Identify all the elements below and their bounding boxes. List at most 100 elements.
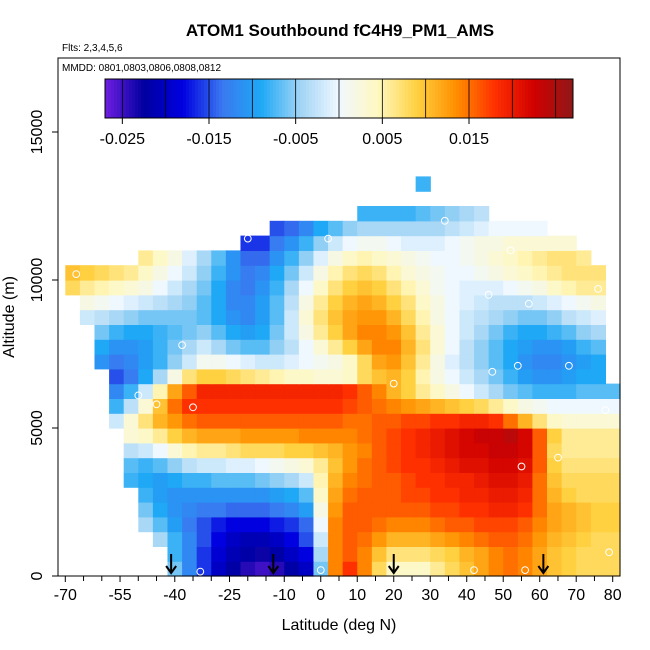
colorbar-swatch (186, 79, 190, 118)
sample-point (207, 234, 216, 243)
heatmap-cell (430, 457, 446, 473)
heatmap-cell (459, 354, 475, 370)
colorbar-swatch (489, 79, 493, 118)
colorbar-swatch (390, 79, 394, 118)
heatmap-cell (503, 546, 519, 562)
sample-point (189, 403, 197, 412)
flights-label: Flts: 2,3,4,5,6 (62, 43, 123, 54)
heatmap-cell (371, 368, 388, 385)
heatmap-cell (430, 398, 446, 414)
heatmap-cell (269, 428, 285, 444)
heatmap-cell (415, 487, 431, 503)
heatmap-cell (532, 280, 548, 296)
heatmap-cell (328, 413, 344, 429)
heatmap-cell (532, 398, 548, 414)
heatmap-cell (590, 428, 607, 444)
heatmap-cell (225, 324, 242, 340)
colorbar-swatch (510, 79, 514, 118)
heatmap-cell (444, 354, 461, 370)
colorbar-swatch (492, 79, 496, 118)
heatmap-cell (152, 383, 169, 399)
colorbar-swatch (243, 79, 247, 118)
heatmap-cell (386, 235, 402, 251)
heatmap-cell (576, 487, 592, 503)
heatmap-cell (152, 265, 169, 281)
heatmap-cell (328, 428, 344, 444)
heatmap-cell (357, 487, 373, 503)
heatmap-cell (313, 413, 329, 429)
heatmap-cell (576, 398, 592, 414)
heatmap-cell (401, 516, 417, 533)
heatmap-cell (225, 368, 242, 385)
heatmap-cell (576, 531, 592, 547)
heatmap-cell (459, 309, 475, 325)
heatmap-cell (547, 516, 563, 533)
heatmap-cell (211, 250, 227, 266)
heatmap-cell (342, 339, 358, 355)
heatmap-cell (488, 531, 504, 547)
heatmap-cell (182, 354, 198, 370)
heatmap-cell (561, 561, 577, 577)
colorbar-swatch (267, 79, 271, 118)
heatmap-cell (240, 294, 256, 311)
heatmap-cell (328, 531, 344, 547)
heatmap-cell (152, 354, 169, 370)
heatmap-cell (605, 487, 621, 503)
heatmap-cell (138, 487, 154, 503)
heatmap-cell (342, 472, 358, 488)
sample-point (440, 216, 449, 225)
colorbar-swatch (201, 79, 205, 118)
colorbar-swatch (132, 79, 136, 118)
colorbar-swatch (105, 79, 109, 118)
colorbar-swatch (261, 79, 265, 118)
heatmap-cell (313, 265, 329, 281)
colorbar-swatch (435, 79, 439, 118)
x-tick-label: 50 (494, 587, 512, 604)
heatmap-cell (211, 428, 227, 444)
heatmap-cell (503, 280, 519, 296)
heatmap-cell (196, 383, 212, 399)
heatmap-cell (503, 354, 519, 370)
sample-point (152, 400, 161, 409)
y-axis: 0 5000 10000 15000 (29, 110, 58, 580)
colorbar-swatch (384, 79, 388, 118)
heatmap-cell (371, 383, 388, 399)
profile-arrow (387, 554, 400, 575)
colorbar-swatch (276, 79, 280, 118)
colorbar-swatch (219, 79, 223, 118)
heatmap-cell (284, 457, 300, 473)
heatmap-cell (167, 502, 183, 518)
heatmap-cell (415, 516, 431, 533)
colorbar-swatch (501, 79, 505, 118)
heatmap-cell (357, 354, 373, 370)
heatmap-cell (430, 531, 446, 547)
heatmap-cell (152, 398, 169, 414)
heatmap-cell (225, 383, 242, 399)
heatmap-cell (590, 354, 607, 370)
heatmap-cell (328, 265, 344, 281)
heatmap-cell (459, 280, 475, 296)
heatmap-cell (182, 294, 198, 311)
heatmap-cell (298, 220, 315, 237)
heatmap-cell (488, 398, 504, 414)
heatmap-cell (459, 220, 475, 237)
heatmap-cell (371, 280, 388, 296)
heatmap-cell (357, 294, 373, 311)
heatmap-cell (503, 398, 519, 414)
heatmap-cell (269, 531, 285, 547)
heatmap-cell (196, 354, 212, 370)
heatmap-cell (474, 428, 490, 444)
heatmap-cell (576, 457, 592, 473)
heatmap-cell (328, 368, 344, 385)
heatmap-cell (298, 294, 315, 311)
heatmap-cell (298, 235, 315, 251)
heatmap-cell (386, 472, 402, 488)
heatmap-cell (590, 280, 607, 296)
heatmap-cell (328, 457, 344, 473)
heatmap-cell (590, 472, 607, 488)
heatmap-cell (503, 309, 519, 325)
heatmap-cell (561, 413, 577, 429)
colorbar-swatch (399, 79, 403, 118)
heatmap-cell (138, 250, 154, 266)
colorbar-swatch (204, 79, 208, 118)
